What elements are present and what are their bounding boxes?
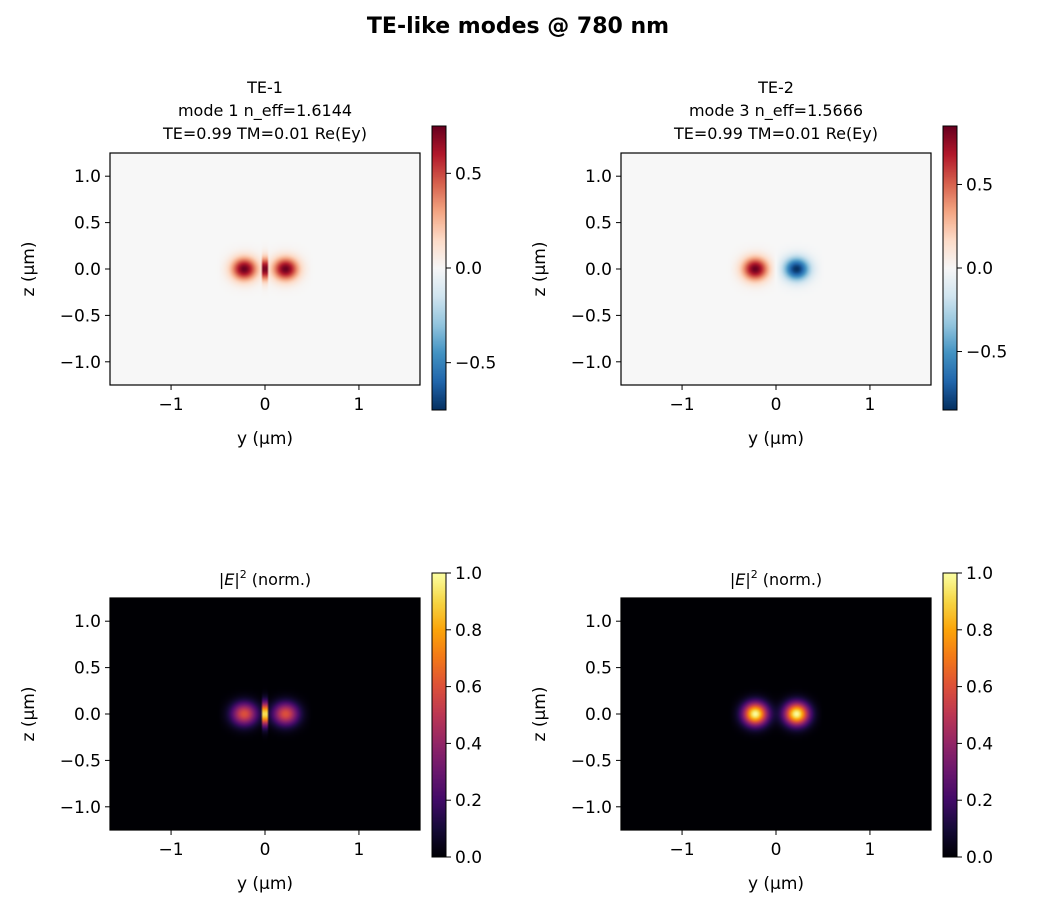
colorbar-tick-label: 0.2 (455, 791, 482, 811)
panel-title-line: TE-2 (757, 78, 794, 97)
x-tick-label: −1 (670, 840, 695, 860)
y-tick-label: 0.5 (585, 659, 612, 679)
x-tick-label: 0 (260, 840, 271, 860)
colorbar-frame (942, 572, 958, 858)
x-tick-label: 0 (771, 840, 782, 860)
y-tick-label: 0.5 (74, 659, 101, 679)
y-tick-label: −1.0 (60, 798, 101, 818)
y-tick-label: −0.5 (60, 306, 101, 326)
x-tick-label: −1 (159, 840, 184, 860)
y-axis-label: z (µm) (530, 687, 550, 742)
y-tick-label: 0.0 (585, 260, 612, 280)
x-tick-label: 1 (354, 395, 365, 415)
x-axis-label: y (µm) (748, 874, 804, 894)
x-tick-label: 0 (771, 395, 782, 415)
colorbar-image (432, 573, 446, 857)
colorbar-image (943, 573, 957, 857)
y-axis-label: z (µm) (19, 687, 39, 742)
heatmap-image (110, 153, 420, 385)
y-axis-label: z (µm) (530, 242, 550, 297)
y-tick-label: −1.0 (571, 798, 612, 818)
panel-title-line: mode 3 n_eff=1.5666 (689, 101, 863, 121)
panel-title-line: mode 1 n_eff=1.6144 (178, 101, 352, 121)
x-tick-label: 1 (354, 840, 365, 860)
x-tick-label: 1 (865, 395, 876, 415)
colorbar-tick-label: −0.5 (966, 343, 1007, 363)
colorbar-tick-label: 0.0 (966, 848, 993, 868)
y-tick-label: 0.5 (74, 214, 101, 234)
y-tick-label: −1.0 (60, 353, 101, 373)
colorbar-tick-label: 0.0 (966, 259, 993, 279)
x-tick-label: 1 (865, 840, 876, 860)
colorbar-tick-label: −0.5 (455, 354, 496, 374)
heatmap-image (621, 598, 931, 830)
y-tick-label: 0.0 (74, 705, 101, 725)
colorbar-tick-label: 1.0 (455, 564, 482, 584)
colorbar-image (432, 126, 446, 410)
colorbar-tick-label: 0.5 (966, 175, 993, 195)
panel-4: |E|2 (norm.) −1 0 1 1.0 0.5 0.0 −0.5 −1.0 y (µm) z… (530, 564, 993, 894)
colorbar-tick-label: 0.4 (966, 734, 993, 754)
x-tick-label: −1 (670, 395, 695, 415)
y-tick-label: 1.0 (585, 167, 612, 187)
colorbar-tick-label: 0.2 (966, 791, 993, 811)
colorbar-frame (431, 572, 447, 858)
y-tick-label: 1.0 (585, 612, 612, 632)
y-tick-label: −0.5 (571, 751, 612, 771)
colorbar-tick-label: 0.5 (455, 164, 482, 184)
x-axis-label: y (µm) (237, 429, 293, 449)
x-tick-label: 0 (260, 395, 271, 415)
panel-title-line: TE=0.99 TM=0.01 Re(Ey) (673, 124, 878, 143)
x-axis-label: y (µm) (237, 874, 293, 894)
colorbar-tick-label: 0.8 (455, 621, 482, 641)
x-axis-label: y (µm) (748, 429, 804, 449)
colorbar-tick-label: 0.0 (455, 848, 482, 868)
y-tick-label: 0.5 (585, 214, 612, 234)
y-tick-label: −0.5 (60, 751, 101, 771)
colorbar-tick-label: 0.4 (455, 734, 482, 754)
panel-title-line: TE=0.99 TM=0.01 Re(Ey) (162, 124, 367, 143)
y-tick-label: 0.0 (74, 260, 101, 280)
colorbar-tick-label: 0.8 (966, 621, 993, 641)
y-tick-label: 1.0 (74, 167, 101, 187)
figure-title: TE-like modes @ 780 nm (367, 14, 669, 39)
y-tick-label: 1.0 (74, 612, 101, 632)
colorbar-image (943, 126, 957, 410)
y-tick-label: −0.5 (571, 306, 612, 326)
panel-title: |E|2 (norm.) (219, 568, 311, 589)
y-axis-label: z (µm) (19, 242, 39, 297)
colorbar-tick-label: 0.0 (455, 259, 482, 279)
panel-3: |E|2 (norm.) −1 0 1 1.0 0.5 0.0 −0.5 −1.0 y (µm) z… (19, 564, 482, 894)
heatmap-image (110, 598, 420, 830)
heatmap-image (621, 153, 931, 385)
colorbar-tick-label: 1.0 (966, 564, 993, 584)
y-tick-label: 0.0 (585, 705, 612, 725)
panel-title: |E|2 (norm.) (730, 568, 822, 589)
x-tick-label: −1 (159, 395, 184, 415)
colorbar-tick-label: 0.6 (966, 678, 993, 698)
panel-2: TE-2 mode 3 n_eff=1.5666 TE=0.99 TM=0.01 R… (530, 78, 1007, 449)
y-tick-label: −1.0 (571, 353, 612, 373)
colorbar-tick-label: 0.6 (455, 678, 482, 698)
panel-title-line: TE-1 (246, 78, 283, 97)
panel-1: TE-1 mode 1 n_eff=1.6144 TE=0.99 TM=0.01 R… (19, 78, 496, 449)
